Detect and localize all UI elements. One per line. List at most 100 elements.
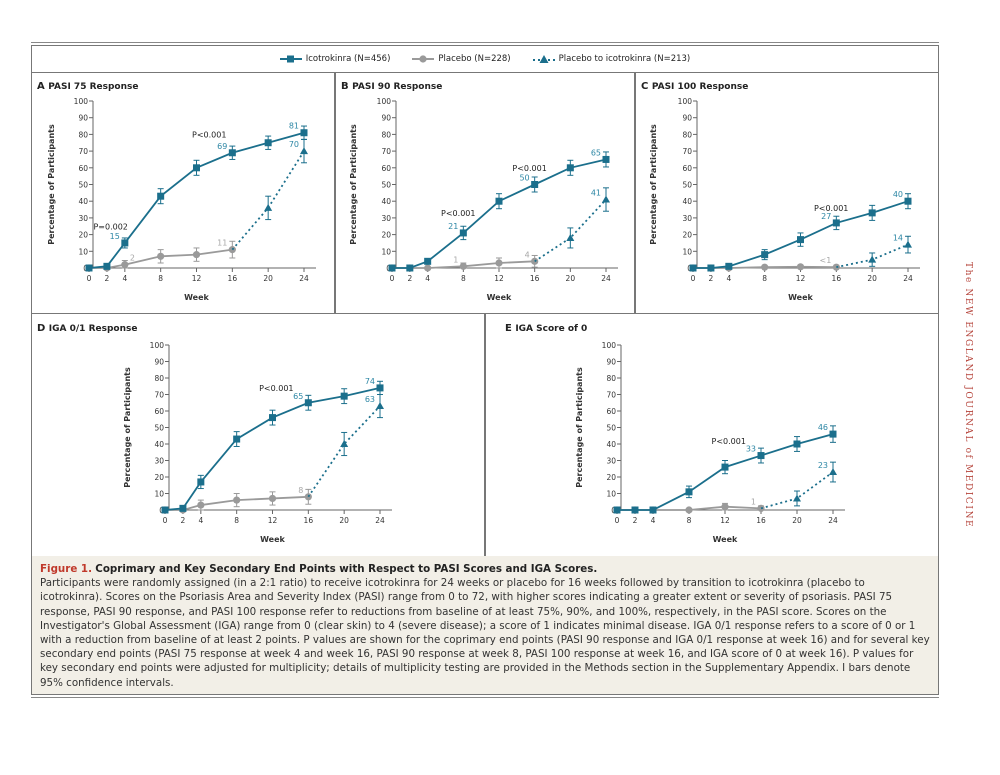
x-tick-label: 4 (122, 274, 127, 283)
y-tick-label: 70 (78, 147, 88, 156)
data-point-circle (268, 494, 277, 503)
data-label: 65 (293, 392, 303, 401)
data-point-square (793, 440, 801, 448)
series-line-icotrokinra (392, 158, 607, 269)
data-label: 81 (289, 122, 299, 131)
y-tick-label: 10 (154, 490, 164, 499)
data-point-square (685, 488, 693, 496)
data-point-square (829, 430, 837, 438)
y-tick-label: 80 (682, 130, 692, 139)
y-tick-label: 100 (678, 97, 693, 106)
x-tick-label: 24 (601, 274, 611, 283)
data-point-square (904, 197, 912, 205)
data-label: 46 (818, 423, 828, 432)
data-point-circle (685, 506, 693, 514)
data-point-square (300, 129, 308, 137)
panel-d: D IGA 0/1 Response 0 10 20 30 40 50 60 70 80 90 100… (37, 323, 392, 544)
data-point-circle (721, 503, 729, 511)
data-point-circle (233, 496, 241, 504)
data-label: 65 (591, 148, 601, 157)
data-point-circle (761, 263, 769, 271)
data-point-square (228, 149, 236, 157)
y-tick-label: 60 (381, 164, 391, 173)
data-point-square (707, 264, 715, 272)
data-point-square (631, 506, 639, 514)
data-point-square (868, 209, 876, 217)
legend-square-marker-icon (279, 55, 302, 62)
data-point-square (689, 264, 697, 272)
y-axis-label: Percentage of Participants (575, 367, 584, 488)
data-point-square (157, 192, 165, 200)
x-axis-label: Week (184, 293, 209, 302)
data-point-square (304, 399, 312, 407)
p-value-annotation: P<0.001 (814, 204, 848, 213)
data-point-triangle (300, 147, 308, 155)
data-point-square (340, 392, 348, 400)
data-label: 2 (130, 254, 135, 263)
data-point-circle (197, 501, 205, 509)
x-tick-label: 2 (407, 274, 412, 283)
x-tick-label: 12 (268, 516, 278, 525)
panel-a: A PASI 75 Response 0 10 20 30 40 50 60 70 80 90 100… (37, 81, 316, 302)
data-point-square (121, 239, 129, 247)
y-tick-label: 90 (78, 114, 88, 123)
y-tick-label: 10 (682, 247, 692, 256)
y-axis-label: Percentage of Participants (47, 124, 56, 245)
data-point-square (761, 251, 769, 259)
legend-label: Placebo (N=228) (438, 53, 511, 64)
data-point-square (566, 164, 574, 172)
x-tick-label: 24 (903, 274, 913, 283)
x-tick-label: 2 (181, 516, 186, 525)
panel-e: E IGA Score of 0010203040506070809010002… (505, 323, 845, 544)
legend-triangle-marker-icon (532, 54, 555, 63)
y-tick-label: 30 (606, 457, 616, 466)
divider-ab (334, 72, 336, 314)
data-label: 40 (893, 190, 903, 199)
x-tick-label: 20 (792, 516, 802, 525)
y-tick-label: 60 (154, 407, 164, 416)
data-point-circle (495, 259, 503, 267)
y-tick-label: 80 (78, 130, 88, 139)
x-tick-label: 16 (304, 516, 314, 525)
data-label: 50 (519, 174, 529, 183)
x-tick-label: 4 (726, 274, 731, 283)
panel-c: C PASI 100 Response 0 10 20 30 40 50 60 70 80 90 10… (641, 81, 920, 302)
x-tick-label: 20 (263, 274, 273, 283)
x-tick-label: 12 (192, 274, 202, 283)
legend-label: Icotrokinra (N=456) (305, 53, 391, 64)
panel-title: C PASI 100 Response (641, 81, 748, 92)
x-axis-label: Week (788, 293, 813, 302)
legend-item-placebo: Placebo (N=228) (412, 53, 511, 64)
x-tick-label: 0 (615, 516, 620, 525)
bottom-rule (31, 697, 939, 698)
data-label: <1 (820, 256, 832, 265)
data-point-square (495, 197, 503, 205)
legend-item-placebo-to-icotrokinra: Placebo to icotrokinra (N=213) (532, 54, 690, 64)
y-tick-label: 30 (682, 214, 692, 223)
data-label: 14 (893, 234, 903, 243)
y-tick-label: 70 (606, 391, 616, 400)
y-tick-label: 50 (78, 181, 88, 190)
data-point-square (602, 155, 610, 163)
y-tick-label: 80 (606, 374, 616, 383)
y-tick-label: 90 (154, 358, 164, 367)
x-tick-label: 16 (530, 274, 540, 283)
data-point-square (193, 164, 200, 172)
data-point-triangle (376, 402, 384, 410)
p-value-annotation: P<0.001 (259, 384, 293, 393)
x-tick-label: 2 (633, 516, 638, 525)
y-tick-label: 100 (377, 97, 392, 106)
x-tick-label: 24 (828, 516, 838, 525)
data-point-square (725, 262, 733, 270)
data-label: 1 (751, 497, 756, 506)
x-tick-label: 20 (867, 274, 877, 283)
caption-title: Coprimary and Key Secondary End Points w… (95, 563, 598, 575)
y-tick-label: 40 (682, 197, 692, 206)
data-point-circle (228, 246, 236, 254)
p-value-annotation: P=0.002 (93, 223, 127, 232)
y-axis-label: Percentage of Participants (349, 124, 358, 245)
data-point-square (376, 384, 384, 392)
data-label: 8 (298, 486, 303, 495)
p-value-annotation: P<0.001 (512, 164, 546, 173)
y-tick-label: 50 (606, 424, 616, 433)
